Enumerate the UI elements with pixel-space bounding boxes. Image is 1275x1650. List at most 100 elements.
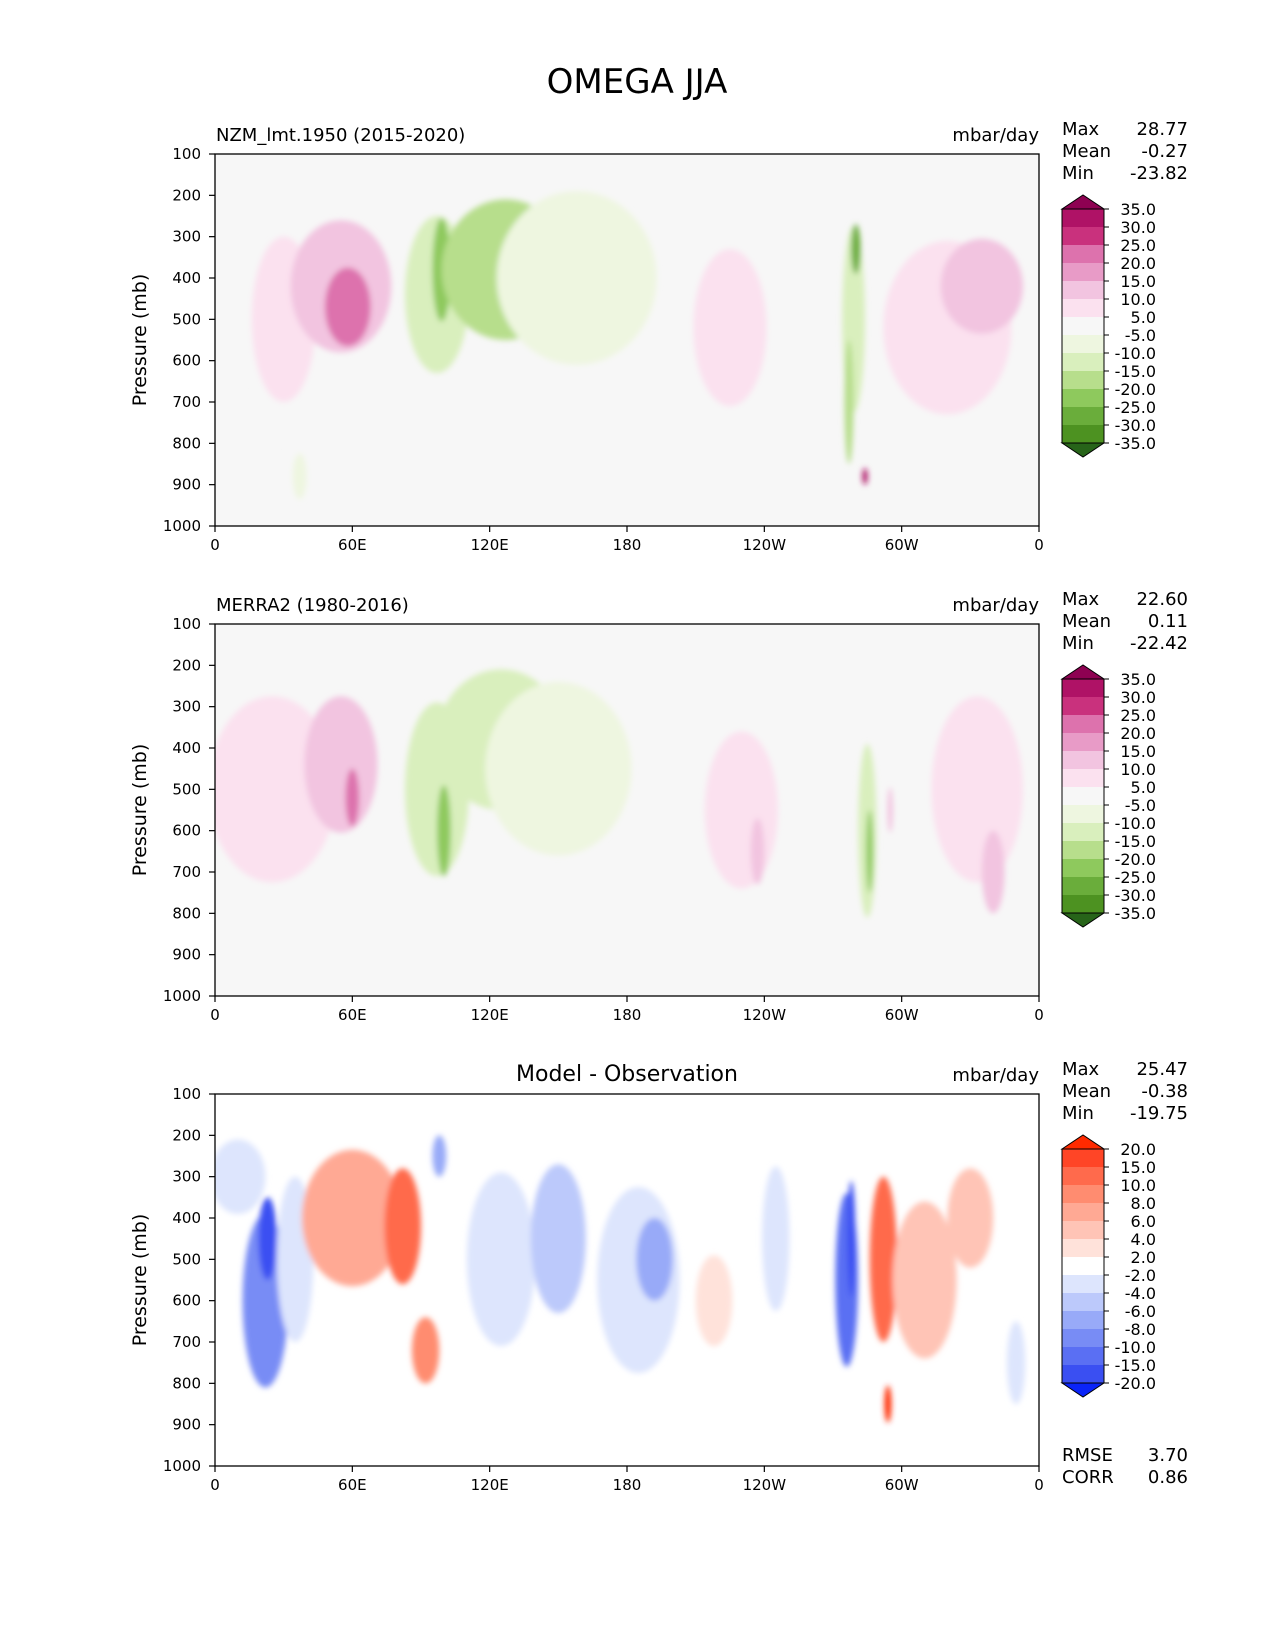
panel-difference: 0 60E 120E 180 120W 60W 0 100 200 300 400 500 600 700… [129,1059,1188,1494]
y-tick-label: 200 [172,656,201,674]
colorbar-tick-label: 5.0 [1131,308,1156,327]
x-tick-label: 180 [613,536,642,554]
colorbar-tick-label: 20.0 [1120,724,1156,743]
contour-region [947,1168,994,1268]
colorbar-tick-label: -15.0 [1115,362,1156,381]
y-tick-label: 100 [172,145,201,163]
units-label: mbar/day [952,595,1039,616]
colorbar-swatch [1062,715,1104,733]
colorbar-swatch [1062,281,1104,299]
colorbar-swatch [1062,317,1104,335]
colorbar-frame [1061,678,1105,914]
x-tick-label: 120E [471,1006,509,1024]
y-tick-label: 800 [172,904,201,922]
panel-model: 0 60E 120E 180 120W 60W 0 100 200 300 400 500 600 700… [129,119,1188,554]
y-tick-label: 300 [172,698,201,716]
contour-region [215,1139,266,1214]
colorbar-swatch [1062,425,1104,443]
contour-region [1006,1321,1026,1404]
contour-region [530,1164,586,1314]
colorbar-tick-label: 15.0 [1120,1158,1156,1177]
mean-label: Mean [1062,1081,1111,1102]
x-tick-label: 180 [613,1476,642,1494]
y-tick-label: 800 [172,1374,201,1392]
colorbar-tick-label: 25.0 [1120,236,1156,255]
min-value: -19.75 [1130,1103,1188,1124]
y-tick-label: 900 [172,946,201,964]
colorbar-swatch [1062,859,1104,877]
contour-region [940,238,1023,334]
rmse-label: RMSE [1062,1445,1113,1466]
y-tick-label: 100 [172,615,201,633]
colorbar-tick-label: 10.0 [1120,290,1156,309]
x-tick-label: 60E [338,536,367,554]
contour-region [345,768,360,827]
colorbar-swatch [1062,335,1104,353]
contour-region [693,249,767,407]
colorbar-tick-label: -20.0 [1115,380,1156,399]
contour-region [636,1218,673,1301]
x-tick-label: 0 [1034,1476,1044,1494]
colorbar-swatch [1062,407,1104,425]
y-tick-label: 700 [172,863,201,881]
colorbar-swatch [1062,823,1104,841]
colorbar-swatch [1062,1239,1104,1257]
colorbar-tick-label: 8.0 [1131,1194,1156,1213]
colorbar-tick-label: -15.0 [1115,832,1156,851]
contour-region [301,1149,403,1287]
colorbar-extend-min [1060,1382,1106,1398]
y-tick-label: 1000 [163,517,201,535]
corr-label: CORR [1062,1467,1114,1488]
colorbar-swatch [1062,1221,1104,1239]
contour-field [215,191,1023,526]
y-tick-label: 500 [172,1250,201,1268]
contour-region [215,267,252,526]
colorbar-tick-label: 10.0 [1120,1176,1156,1195]
colorbar-extend-max [1060,664,1106,680]
stats-block: Max 28.77 Mean -0.27 Min -23.82 [1062,119,1188,184]
mean-label: Mean [1062,611,1111,632]
colorbar-swatch [1062,895,1104,913]
colorbar-swatch [1062,299,1104,317]
max-label: Max [1062,1059,1100,1080]
colorbar-extend-max [1060,1134,1106,1150]
y-tick-label: 700 [172,393,201,411]
y-tick-label: 300 [172,1168,201,1186]
corr-value: 0.86 [1148,1467,1188,1488]
y-tick-label: 900 [172,1416,201,1434]
x-tick-label: 120E [471,1476,509,1494]
metrics-block: RMSE 3.70 CORR 0.86 [1062,1445,1188,1488]
contour-region [847,1180,856,1297]
x-tick-label: 60W [885,1476,919,1494]
colorbar-tick-label: -4.0 [1125,1284,1156,1303]
colorbar-swatch [1062,733,1104,751]
contour-region [258,1197,277,1280]
x-tick-label: 0 [210,536,220,554]
units-label: mbar/day [952,125,1039,146]
y-tick-label: 600 [172,1292,201,1310]
x-tick-label: 0 [210,1476,220,1494]
colorbar-tick-label: 6.0 [1131,1212,1156,1231]
colorbar-tick-label: -6.0 [1125,1302,1156,1321]
colorbar-extend-min [1060,442,1106,458]
contour-region [762,1166,790,1311]
x-tick-label: 120W [743,1476,787,1494]
colorbar-swatch [1062,1185,1104,1203]
units-label: mbar/day [952,1065,1039,1086]
min-value: -23.82 [1130,163,1188,184]
colorbar-swatch [1062,679,1104,697]
contour-region [292,453,307,500]
colorbar: 35.030.025.020.015.010.05.0-5.0-10.0-15.… [1060,194,1156,458]
contour-region [466,1172,536,1347]
colorbar-swatch [1062,1167,1104,1185]
colorbar-tick-label: 15.0 [1120,272,1156,291]
colorbar-swatch [1062,263,1104,281]
colorbar-swatch [1062,805,1104,823]
contour-region [884,1385,892,1423]
contour-region [304,696,378,833]
y-tick-label: 300 [172,228,201,246]
colorbar-tick-label: -2.0 [1125,1266,1156,1285]
panel-title: NZM_lmt.1950 (2015-2020) [216,125,465,146]
y-tick-label: 500 [172,310,201,328]
